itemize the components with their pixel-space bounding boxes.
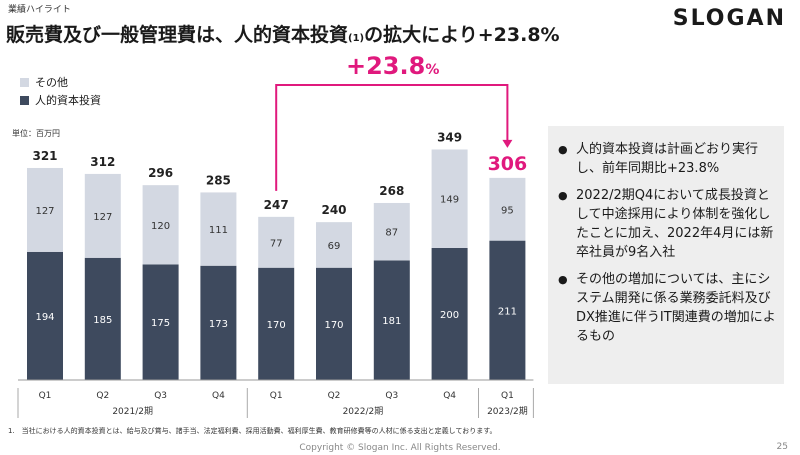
company-logo: SLOGAN [672, 6, 786, 31]
data-label-other: 87 [385, 228, 398, 239]
bar-human-capital [84, 257, 121, 380]
data-label-total: 268 [379, 184, 404, 198]
bar-other [431, 149, 468, 248]
bar-human-capital [142, 264, 179, 380]
bar-other [258, 216, 295, 268]
data-label-other: 120 [151, 221, 170, 232]
bar-other [489, 177, 526, 241]
data-label-other: 127 [93, 212, 112, 223]
data-label-total: 321 [32, 149, 57, 163]
x-tick-label: Q2 [96, 391, 109, 401]
growth-rate-value: +23.8 [346, 52, 426, 80]
comment-item: その他の増加については、主にシステム開発に係る業務委託料及びDX推進に伴うIT関… [558, 270, 776, 346]
data-label-human-capital: 175 [151, 318, 170, 329]
title-footnote-ref: (1) [348, 33, 365, 44]
legend-item-other: その他 [20, 73, 101, 91]
stacked-bar-chart: 194 127 321 Q1 185 127 312 Q2 175 120 296 Q3 173 111 2… [17, 84, 534, 418]
legend-label-other: その他 [35, 76, 68, 89]
data-label-total: 349 [437, 130, 462, 144]
bar-other [316, 222, 352, 268]
data-label-total: 285 [206, 173, 231, 187]
comment-item: 人的資本投資は計画どおり実行し、前年同期比+23.8% [558, 140, 776, 178]
comparison-arrowhead [502, 139, 513, 148]
bar-human-capital [431, 247, 468, 380]
x-group-label: 2021/2期 [112, 406, 153, 417]
footnote: 1. 当社における人的資本投資とは、給与及び賞与、諸手当、法定福利費、採用活動費… [8, 427, 497, 435]
unit-label: 単位：百万円 [12, 129, 60, 138]
bar-other [373, 202, 410, 261]
legend-swatch-other [20, 77, 29, 87]
copyright-footer: Copyright © Slogan Inc. All Rights Reser… [299, 443, 501, 453]
bar-human-capital [373, 260, 410, 380]
page-number: 25 [776, 442, 788, 452]
legend-item-human-capital: 人的資本投資 [20, 91, 101, 109]
data-label-other: 111 [209, 225, 228, 236]
data-label-other: 149 [440, 195, 459, 206]
data-label-human-capital: 170 [267, 320, 286, 331]
data-label-total: 240 [321, 203, 346, 217]
bar-other [200, 192, 237, 266]
legend-swatch-human-capital [20, 95, 29, 105]
growth-rate-unit: % [425, 62, 440, 78]
x-tick-label: Q3 [154, 391, 167, 401]
data-label-human-capital: 170 [324, 320, 343, 331]
bar-other [142, 185, 179, 265]
x-tick-label: Q4 [212, 391, 225, 401]
x-tick-label: Q1 [39, 391, 52, 401]
data-label-human-capital: 194 [35, 312, 54, 323]
chart-legend: その他 人的資本投資 [20, 73, 101, 109]
commentary-box: 人的資本投資は計画どおり実行し、前年同期比+23.8% 2022/2期Q4におい… [548, 126, 784, 384]
x-tick-label: Q1 [270, 391, 283, 401]
bar-human-capital [200, 265, 237, 380]
x-group-label: 2022/2期 [343, 406, 384, 417]
section-label: 業績ハイライト [8, 5, 71, 15]
comment-item: 2022/2期Q4において成長投資として中途採用により体制を強化したことに加え、… [558, 186, 776, 262]
x-group-label: 2023/2期 [487, 406, 528, 417]
data-label-human-capital: 211 [498, 306, 517, 317]
data-label-other: 127 [35, 206, 54, 217]
comparison-connector [275, 84, 509, 191]
title-main: 販売費及び一般管理費は、人的資本投資 [6, 24, 349, 46]
data-label-total: 247 [264, 198, 289, 212]
x-tick-label: Q2 [328, 391, 341, 401]
legend-label-human-capital: 人的資本投資 [35, 94, 101, 107]
data-label-human-capital: 185 [93, 315, 112, 326]
growth-rate-label: +23.8% [346, 52, 439, 80]
page-title: 販売費及び一般管理費は、人的資本投資(1)の拡大により+23.8% [6, 20, 560, 47]
data-label-other: 95 [501, 205, 514, 216]
data-label-other: 77 [270, 238, 283, 249]
x-tick-label: Q1 [501, 391, 514, 401]
data-label-human-capital: 200 [440, 310, 459, 321]
data-label-human-capital: 181 [382, 316, 401, 327]
bar-human-capital [316, 267, 352, 380]
bar-human-capital [27, 251, 63, 380]
data-label-human-capital: 173 [209, 319, 228, 330]
x-tick-label: Q3 [385, 391, 398, 401]
data-label-total: 306 [488, 153, 528, 175]
data-label-total: 296 [148, 166, 173, 180]
data-label-total: 312 [90, 155, 115, 169]
bar-other [27, 167, 63, 252]
title-suffix: の拡大により+23.8% [364, 24, 560, 46]
bar-human-capital [258, 267, 295, 380]
x-tick-label: Q4 [443, 391, 456, 401]
bar-human-capital [489, 240, 526, 380]
bar-other [84, 173, 121, 258]
data-label-other: 69 [328, 241, 341, 252]
